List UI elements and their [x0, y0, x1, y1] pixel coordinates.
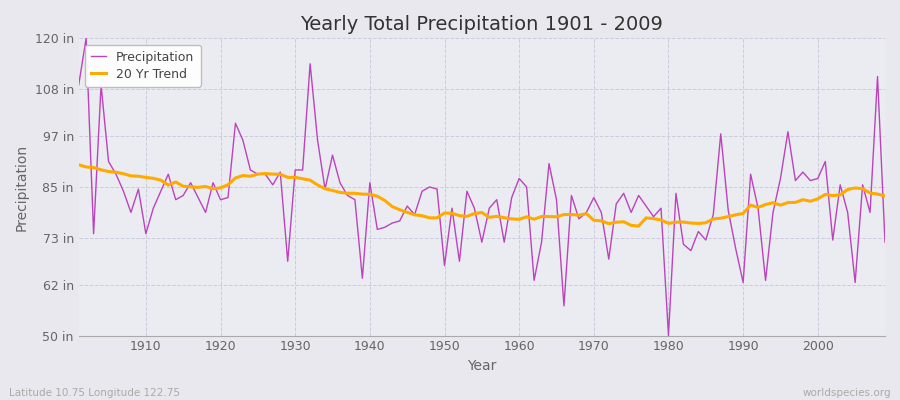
20 Yr Trend — [297, 176, 308, 181]
Legend: Precipitation, 20 Yr Trend: Precipitation, 20 Yr Trend — [85, 44, 201, 87]
Y-axis label: Precipitation: Precipitation — [15, 143, 29, 230]
20 Yr Trend — [73, 162, 84, 167]
20 Yr Trend — [514, 217, 525, 222]
Precipitation — [663, 333, 674, 338]
Precipitation — [611, 202, 622, 206]
Precipitation — [140, 231, 151, 236]
Precipitation — [73, 83, 84, 88]
Line: Precipitation: Precipitation — [78, 38, 885, 336]
Precipitation — [514, 176, 525, 181]
Precipitation — [81, 36, 92, 41]
Precipitation — [521, 184, 532, 189]
Text: worldspecies.org: worldspecies.org — [803, 388, 891, 398]
X-axis label: Year: Year — [467, 359, 497, 373]
Precipitation — [305, 62, 316, 66]
20 Yr Trend — [342, 191, 353, 196]
20 Yr Trend — [133, 174, 144, 179]
Precipitation — [349, 197, 360, 202]
20 Yr Trend — [634, 224, 644, 228]
Line: 20 Yr Trend: 20 Yr Trend — [78, 165, 885, 226]
20 Yr Trend — [603, 221, 614, 226]
Title: Yearly Total Precipitation 1901 - 2009: Yearly Total Precipitation 1901 - 2009 — [301, 15, 663, 34]
Text: Latitude 10.75 Longitude 122.75: Latitude 10.75 Longitude 122.75 — [9, 388, 180, 398]
20 Yr Trend — [879, 194, 890, 198]
Precipitation — [879, 240, 890, 244]
20 Yr Trend — [507, 216, 517, 221]
